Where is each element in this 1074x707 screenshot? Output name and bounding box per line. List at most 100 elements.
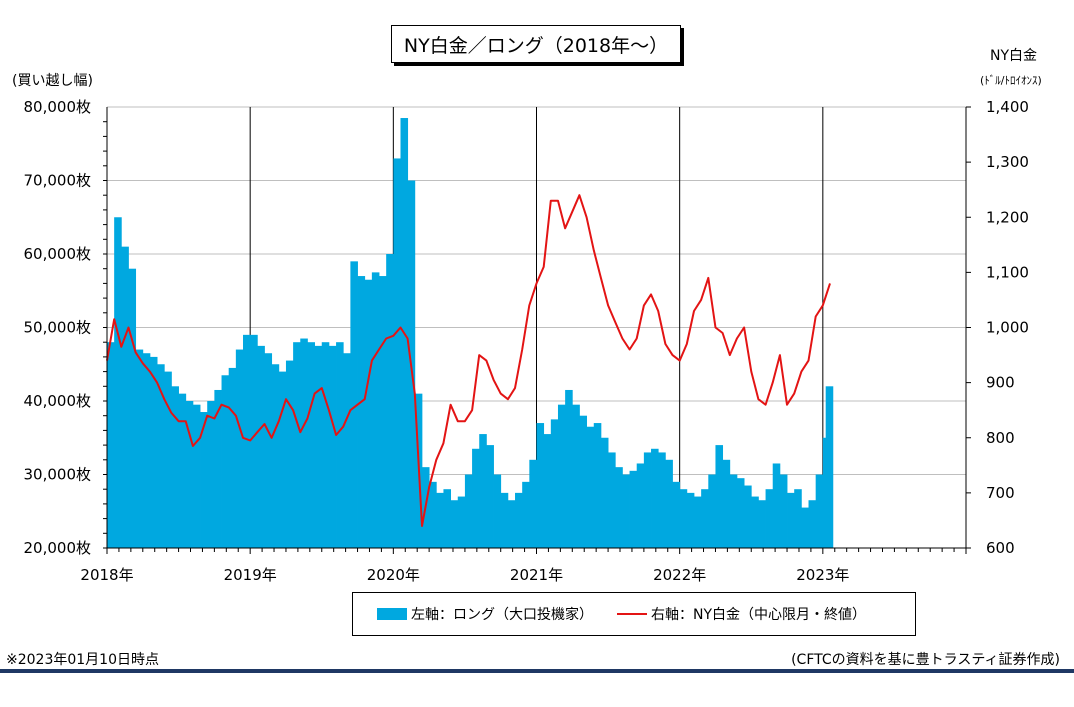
bar — [343, 353, 351, 548]
bar — [629, 470, 638, 548]
bar — [235, 349, 244, 548]
x-tick-label: 2019年 — [224, 566, 277, 584]
bar — [271, 364, 280, 548]
right-tick-label: 1,100 — [986, 263, 1029, 281]
left-tick-label: 50,000枚 — [24, 319, 92, 337]
right-axis-ticks: 600 700 800 900 1,000 1,100 1,200 1,300 1,400 — [966, 98, 1029, 557]
left-tick-label: 20,000枚 — [24, 539, 92, 557]
bar — [379, 276, 387, 548]
bar — [507, 500, 516, 548]
bar — [543, 434, 552, 548]
bar — [622, 474, 630, 548]
bar — [593, 423, 602, 548]
bar — [486, 445, 494, 548]
bar — [715, 445, 724, 548]
bar — [701, 489, 709, 548]
chart-title: NY白金／ロング（2018年～） — [391, 25, 681, 63]
bar — [608, 452, 616, 548]
bar — [328, 345, 337, 548]
left-tick-label: 30,000枚 — [24, 466, 92, 484]
right-tick-label: 700 — [986, 484, 1015, 502]
bar — [825, 386, 834, 548]
x-tick-label: 2022年 — [653, 566, 706, 584]
bar — [350, 261, 358, 548]
bar — [436, 492, 444, 548]
bar — [336, 342, 344, 548]
bar — [107, 342, 115, 548]
bar — [493, 474, 502, 548]
bar — [457, 496, 466, 548]
right-tick-label: 1,300 — [986, 153, 1029, 171]
bar — [679, 489, 688, 548]
right-tick-label: 1,000 — [986, 319, 1029, 337]
bar — [429, 481, 437, 548]
right-tick-label: 600 — [986, 539, 1015, 557]
bar — [214, 389, 222, 548]
bar — [285, 360, 294, 548]
bar — [450, 500, 459, 548]
bar — [278, 371, 287, 548]
left-axis-unit: (買い越し幅) — [12, 73, 93, 89]
bar — [815, 474, 824, 548]
x-axis-ticks: 2018年 2019年 2020年 2021年 2022年 2023年 — [80, 566, 849, 584]
footnote: ※2023年01月10日時点 — [6, 652, 159, 668]
bar — [772, 463, 781, 548]
bar — [479, 434, 487, 548]
bar — [264, 353, 273, 548]
bar — [364, 279, 373, 548]
legend-item-line: 右軸：NY白金（中心限月・終値） — [617, 604, 866, 624]
bar — [386, 254, 394, 548]
legend-line-swatch — [617, 613, 647, 615]
left-tick-label: 60,000枚 — [24, 245, 92, 263]
left-axis-ticks: 20,000枚 30,000枚 40,000枚 50,000枚 60,000枚 70,00… — [24, 98, 107, 557]
bar — [185, 401, 194, 548]
line-series — [106, 194, 831, 527]
bar — [207, 401, 215, 548]
bar — [586, 426, 595, 548]
price-line — [106, 194, 831, 527]
bar — [157, 364, 165, 548]
right-tick-label: 1,400 — [986, 98, 1029, 116]
bar — [321, 342, 330, 548]
legend-bar-swatch — [377, 608, 407, 620]
bar — [200, 412, 208, 548]
bar — [314, 345, 323, 548]
bar-series — [107, 118, 834, 549]
bar — [557, 404, 566, 548]
legend: 左軸：ロング（大口投機家） 右軸：NY白金（中心限月・終値） — [352, 592, 916, 636]
x-tick-label: 2023年 — [796, 566, 849, 584]
bar — [751, 496, 759, 548]
bar — [250, 334, 258, 548]
bar — [665, 459, 673, 548]
x-tick-label: 2018年 — [80, 566, 133, 584]
bar — [794, 489, 802, 548]
right-tick-label: 900 — [986, 374, 1015, 392]
bar — [500, 492, 509, 548]
bar — [529, 459, 537, 548]
bar — [801, 507, 809, 548]
bar — [522, 481, 530, 548]
x-tick-label: 2020年 — [367, 566, 420, 584]
legend-line-label: 右軸：NY白金（中心限月・終値） — [651, 607, 867, 623]
bar — [787, 492, 795, 548]
legend-bar-label: 左軸：ロング（大口投機家） — [411, 607, 593, 623]
bar — [121, 246, 129, 548]
bar — [572, 404, 580, 548]
left-tick-label: 70,000枚 — [24, 172, 92, 190]
x-tick-label: 2021年 — [510, 566, 563, 584]
bar — [464, 474, 473, 548]
bar — [615, 467, 623, 548]
bar — [686, 492, 695, 548]
left-tick-label: 40,000枚 — [24, 392, 92, 410]
bar — [600, 437, 609, 548]
bar — [371, 272, 380, 548]
bar — [643, 452, 652, 548]
bar — [142, 353, 151, 548]
bar — [300, 338, 308, 548]
bar — [135, 349, 144, 548]
bar — [722, 459, 731, 548]
bar — [808, 500, 817, 548]
bar — [228, 367, 237, 548]
bottom-rule — [0, 669, 1074, 673]
